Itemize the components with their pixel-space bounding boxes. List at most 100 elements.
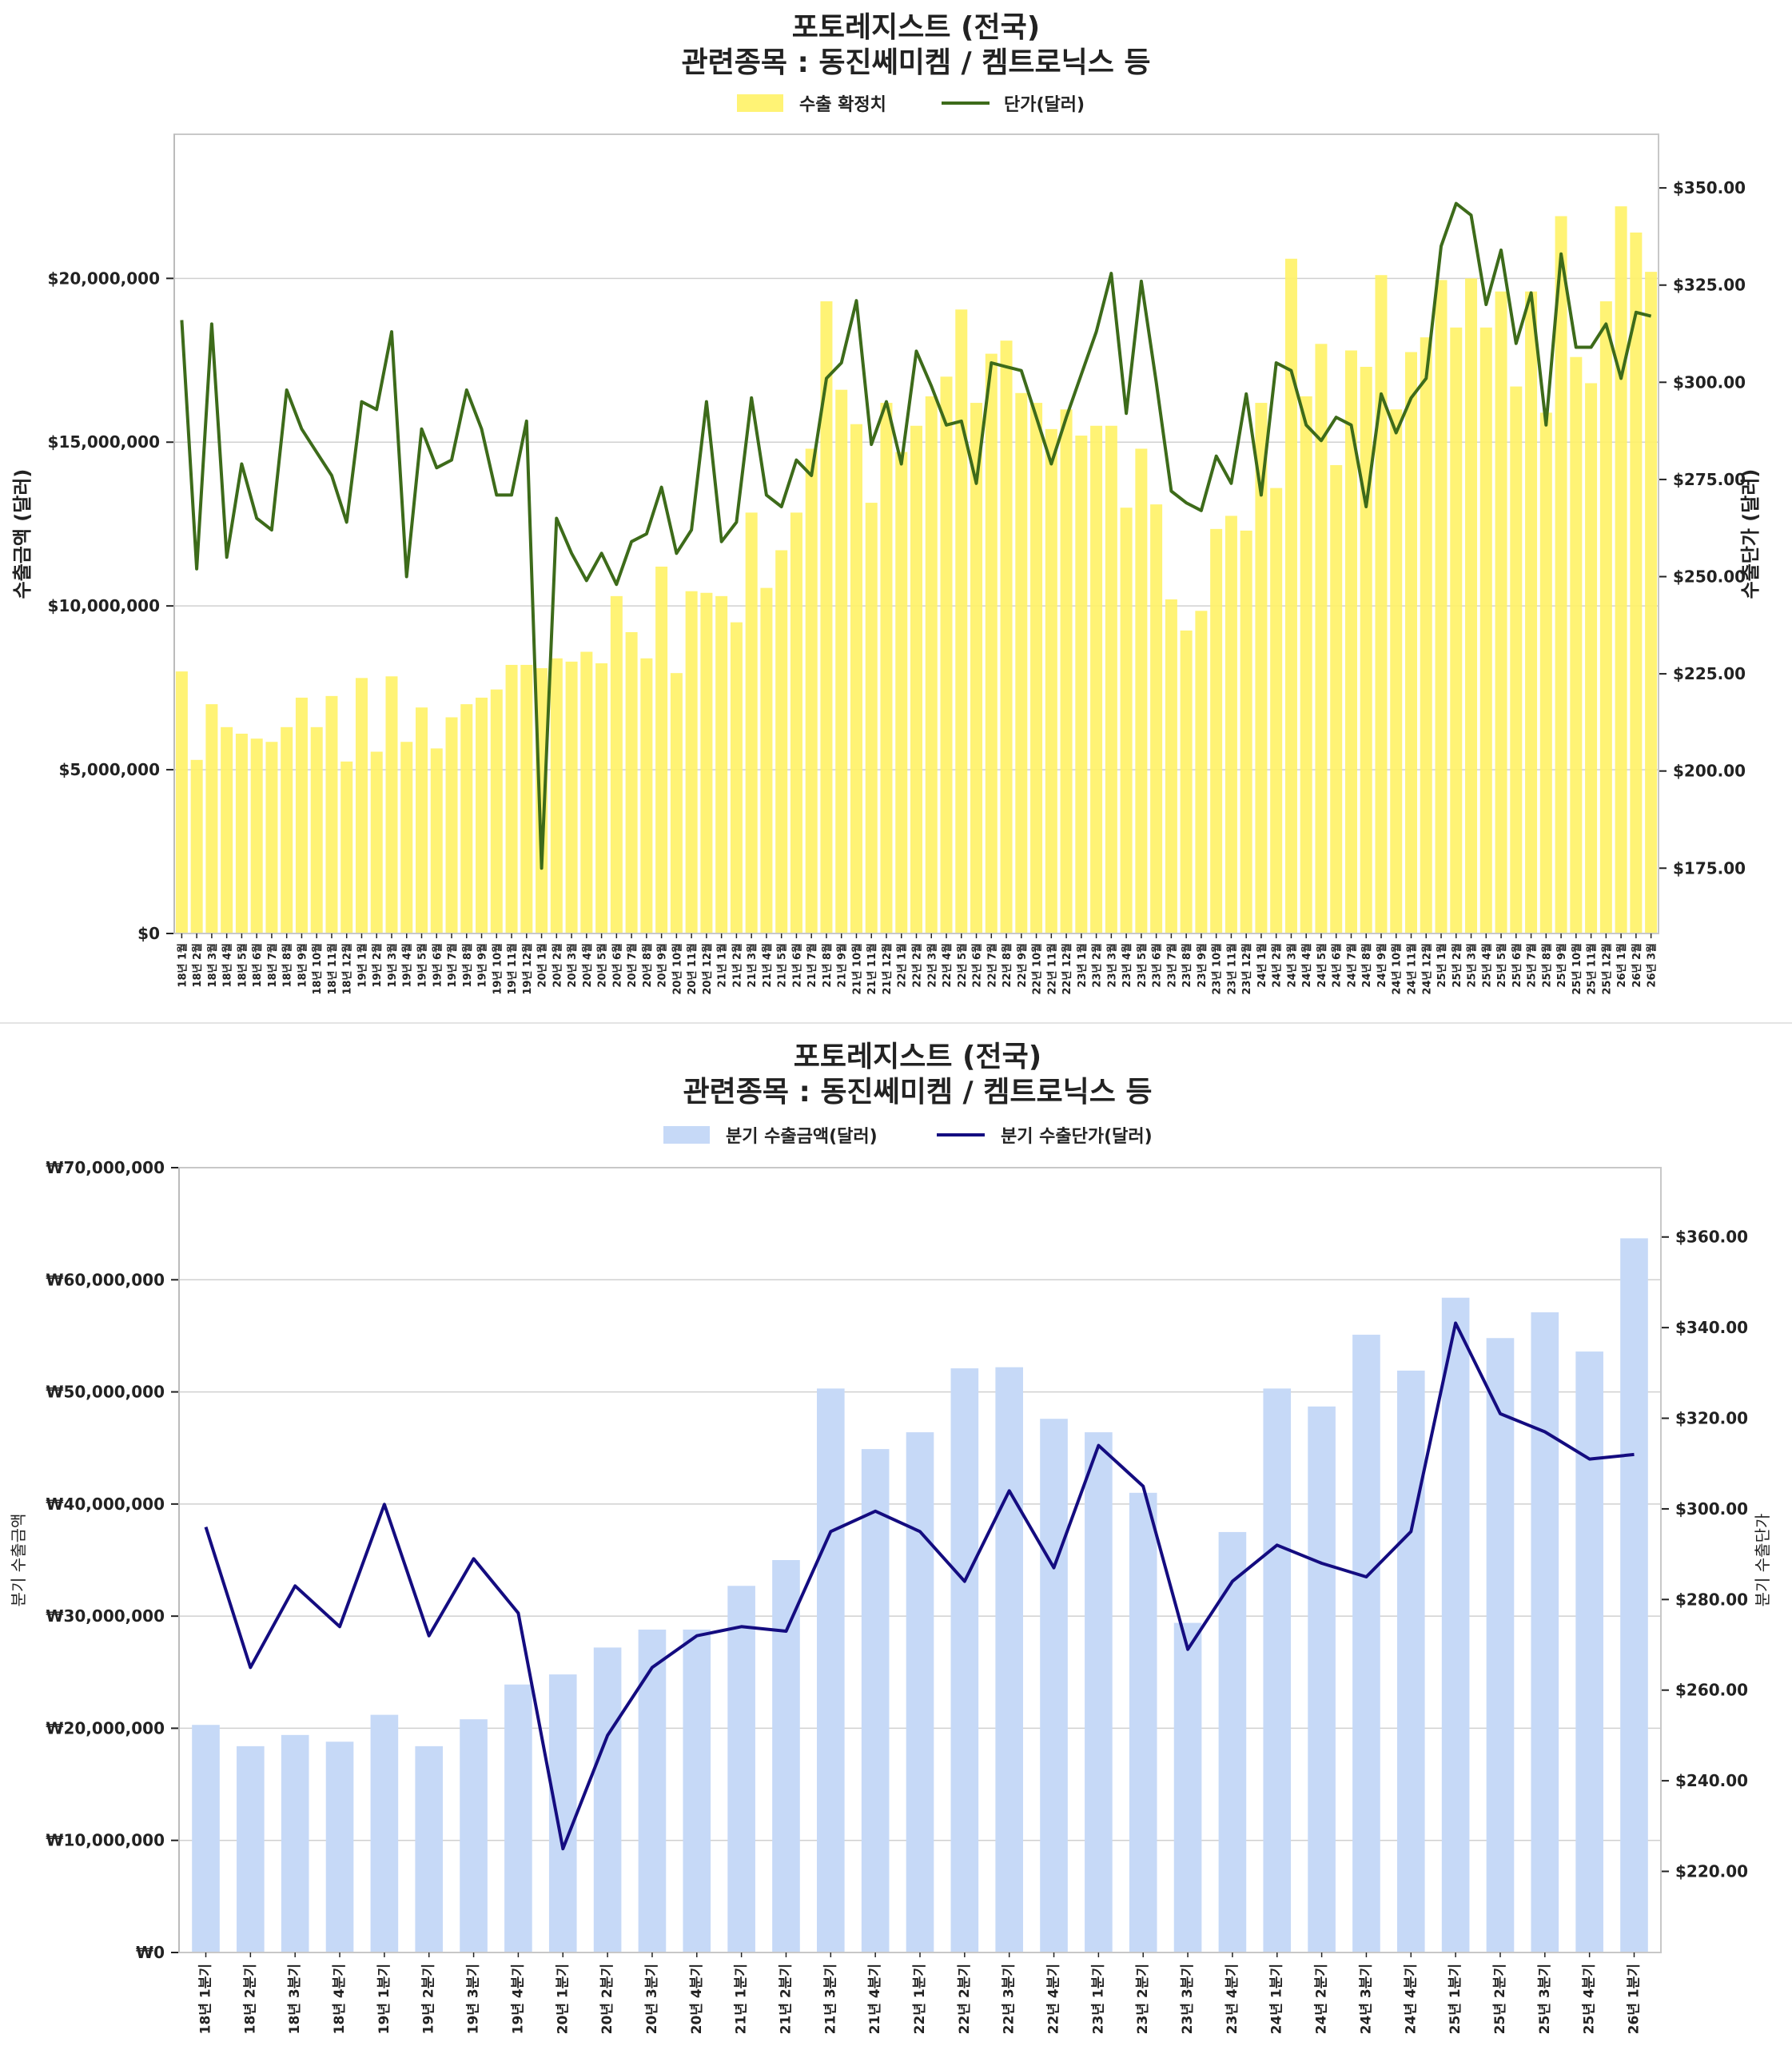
- x-tick-label: 22년 3분기: [1002, 1964, 1017, 2034]
- y2-axis-label: 수출단가 (달러): [1739, 469, 1762, 599]
- x-tick-label: 21년 3월: [746, 943, 759, 988]
- x-tick-label: 21년 2분기: [778, 1964, 794, 2034]
- x-tick-label: 19년 10월: [491, 943, 504, 995]
- x-tick-label: 22년 4분기: [1046, 1964, 1062, 2034]
- bar: [865, 503, 878, 933]
- bar: [192, 1725, 220, 1952]
- x-tick-label: 19년 1분기: [376, 1964, 392, 2034]
- y-tick-label: $15,000,000: [48, 432, 160, 452]
- x-tick-label: 18년 12월: [341, 943, 354, 995]
- x-tick-label: 22년 11월: [1045, 943, 1058, 995]
- bar: [1225, 515, 1237, 933]
- bar: [1486, 1338, 1515, 1952]
- x-tick-label: 21년 6월: [790, 943, 803, 988]
- bar: [1599, 301, 1612, 934]
- x-tick-label: 24년 3월: [1285, 943, 1298, 988]
- x-tick-label: 20년 1월: [536, 943, 549, 988]
- x-tick-label: 25년 4월: [1480, 943, 1493, 988]
- x-tick-label: 22년 2분기: [957, 1964, 973, 2034]
- legend: 수출 확정치 단가(달러): [737, 94, 1085, 115]
- bar: [1165, 599, 1177, 933]
- x-tick-label: 20년 6월: [611, 943, 623, 988]
- bar: [325, 1741, 354, 1952]
- x-tick-label: 24년 8월: [1360, 943, 1373, 988]
- bar: [895, 452, 908, 933]
- x-tick-label: 23년 7월: [1165, 943, 1178, 988]
- y2-axis-label: 분기 수출단가: [1753, 1514, 1772, 1607]
- y2-tick-label: $340.00: [1675, 1318, 1748, 1337]
- x-tick-label: 25년 11월: [1586, 943, 1599, 995]
- bar: [1090, 425, 1103, 933]
- x-tick-label: 23년 12월: [1240, 943, 1253, 995]
- y2-tick-label: $200.00: [1673, 762, 1746, 781]
- bar: [790, 512, 802, 933]
- bar: [655, 566, 668, 933]
- bar: [476, 697, 488, 933]
- bar: [1585, 383, 1598, 933]
- y-tick-label: ₩0: [136, 1943, 165, 1962]
- x-tick-label: 19년 5월: [416, 943, 429, 988]
- bar: [1352, 1335, 1380, 1952]
- bar: [1060, 409, 1073, 933]
- y-tick-label: $10,000,000: [48, 596, 160, 615]
- bar: [1575, 1351, 1603, 1952]
- legend-line-label: 단가(달러): [1004, 95, 1085, 115]
- x-tick-label: 18년 3월: [206, 943, 219, 988]
- monthly-chart: 포토레지스트 (전국) 관련종목 : 동진쎄미켐 / 켐트로닉스 등 수출 확정…: [11, 11, 1762, 995]
- bar: [1315, 344, 1328, 934]
- x-tick-label: 25년 1월: [1436, 943, 1448, 988]
- legend-bar-label: 분기 수출금액(달러): [726, 1127, 878, 1147]
- y2-tick-label: $350.00: [1673, 178, 1746, 197]
- x-tick-label: 22년 2월: [911, 943, 924, 988]
- bar: [700, 592, 713, 933]
- y2-tick-label: $225.00: [1673, 664, 1746, 683]
- bar: [850, 424, 862, 933]
- x-tick-label: 20년 4월: [581, 943, 594, 988]
- bar: [1150, 504, 1163, 933]
- x-tick-label: 22년 8월: [1001, 943, 1013, 988]
- x-tick-label: 24년 10월: [1391, 943, 1404, 995]
- y2-tick-label: $280.00: [1675, 1590, 1748, 1609]
- x-tick-label: 24년 6월: [1331, 943, 1344, 988]
- bar: [548, 1674, 577, 1952]
- chart-title-line1: 포토레지스트 (전국): [794, 1041, 1041, 1073]
- bar: [730, 622, 743, 933]
- bar: [985, 353, 998, 933]
- bar: [340, 761, 353, 933]
- x-tick-label: 23년 6월: [1151, 943, 1164, 988]
- y2-tick-label: $250.00: [1673, 567, 1746, 587]
- chart-title-line1: 포토레지스트 (전국): [792, 11, 1040, 44]
- bar: [683, 1629, 711, 1952]
- bar: [1344, 350, 1357, 933]
- x-tick-label: 18년 4분기: [332, 1964, 348, 2034]
- x-tick-label: 21년 4분기: [867, 1964, 883, 2034]
- bar: [250, 738, 263, 933]
- bar: [995, 1367, 1023, 1952]
- x-tick-label: 18년 2분기: [242, 1964, 258, 2034]
- bar: [1270, 488, 1283, 933]
- x-tick-label: 19년 2월: [371, 943, 384, 988]
- bar: [955, 309, 968, 933]
- bar: [1255, 403, 1268, 934]
- x-tick-label: 18년 1분기: [198, 1964, 214, 2034]
- bar: [520, 664, 533, 933]
- bar: [430, 748, 443, 933]
- bar: [1173, 1622, 1202, 1952]
- x-tick-label: 18년 10월: [311, 943, 324, 995]
- bar: [1284, 258, 1297, 934]
- chart-title-line2: 관련종목 : 동진쎄미켐 / 켐트로닉스 등: [683, 1076, 1152, 1109]
- x-tick-label: 18년 2월: [191, 943, 204, 988]
- y2-tick-label: $240.00: [1675, 1771, 1748, 1790]
- legend-bar-swatch: [663, 1126, 710, 1144]
- bar: [1615, 206, 1627, 933]
- bar: [610, 595, 623, 933]
- bar: [1045, 428, 1057, 933]
- x-tick-label: 24년 1분기: [1269, 1964, 1285, 2034]
- x-tick-label: 24년 11월: [1406, 943, 1419, 995]
- x-tick-label: 26년 2월: [1631, 943, 1643, 988]
- x-tick-label: 20년 12월: [701, 943, 714, 995]
- x-tick-label: 22년 1분기: [912, 1964, 928, 2034]
- x-tick-label: 25년 4분기: [1582, 1964, 1598, 2034]
- bar: [1210, 528, 1223, 933]
- bar: [504, 1684, 532, 1952]
